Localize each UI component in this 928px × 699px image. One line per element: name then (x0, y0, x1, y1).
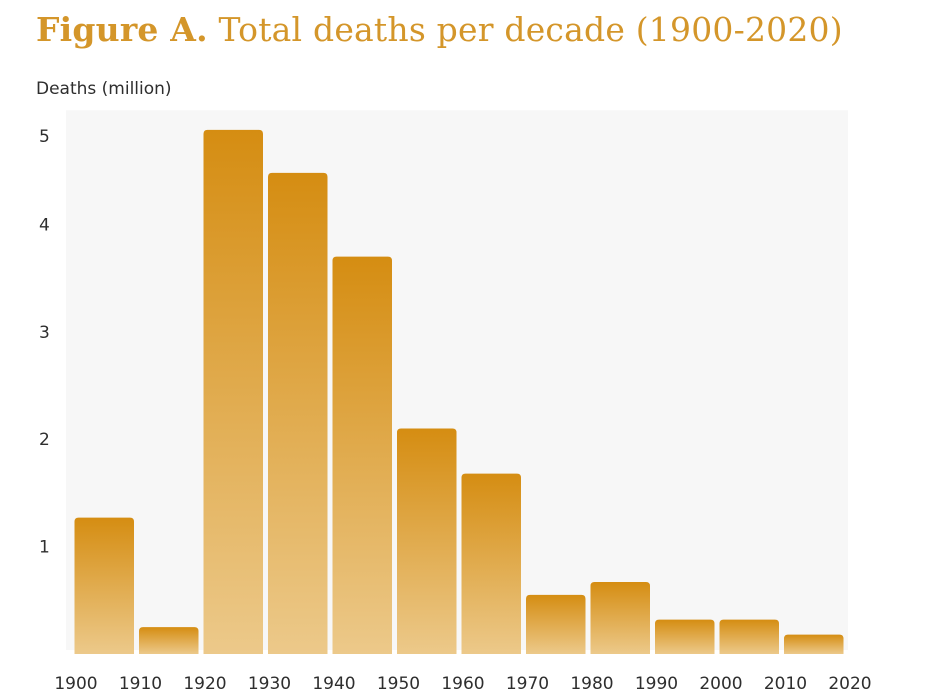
bar (332, 256, 392, 654)
bar (784, 634, 844, 654)
bar (590, 582, 650, 654)
x-tick-label: 1920 (183, 674, 226, 694)
y-tick-label: 4 (39, 215, 50, 235)
grid-band (66, 325, 848, 436)
bar-series (74, 129, 844, 654)
x-tick-label: 2000 (699, 674, 742, 694)
bar (139, 627, 199, 654)
y-axis-ticks: 1 2 3 4 5 (39, 127, 50, 558)
x-tick-label: 1910 (119, 674, 162, 694)
bar (74, 517, 134, 654)
bar (461, 473, 521, 654)
grid-band (66, 110, 848, 221)
figure-label: Figure A. (36, 10, 208, 49)
grid-band (66, 432, 848, 543)
bar (526, 594, 586, 654)
y-tick-label: 2 (39, 430, 50, 450)
figure-title-text: Total deaths per decade (1900-2020) (218, 10, 843, 49)
x-tick-label: 2020 (828, 674, 871, 694)
x-axis-ticks: 1900 1910 1920 1930 1940 1950 1960 1970 1980 1990… (54, 674, 871, 694)
x-tick-label: 1990 (635, 674, 678, 694)
bar (268, 172, 328, 654)
y-axis-label: Deaths (million) (36, 79, 172, 99)
x-tick-label: 1970 (506, 674, 549, 694)
x-tick-label: 1930 (248, 674, 291, 694)
x-tick-label: 1980 (570, 674, 613, 694)
chart-title: Figure A. Total deaths per decade (1900-… (36, 10, 843, 49)
grid-bands (66, 110, 848, 650)
bar (203, 129, 263, 654)
x-tick-label: 1900 (54, 674, 97, 694)
x-tick-label: 2010 (764, 674, 807, 694)
x-tick-label: 1940 (312, 674, 355, 694)
bar (397, 428, 457, 654)
bar (655, 619, 715, 654)
x-tick-label: 1950 (377, 674, 420, 694)
grid-band (66, 217, 848, 328)
y-tick-label: 1 (39, 538, 50, 558)
y-tick-label: 5 (39, 127, 50, 147)
x-tick-label: 1960 (441, 674, 484, 694)
y-tick-label: 3 (39, 323, 50, 343)
bar (719, 619, 779, 654)
